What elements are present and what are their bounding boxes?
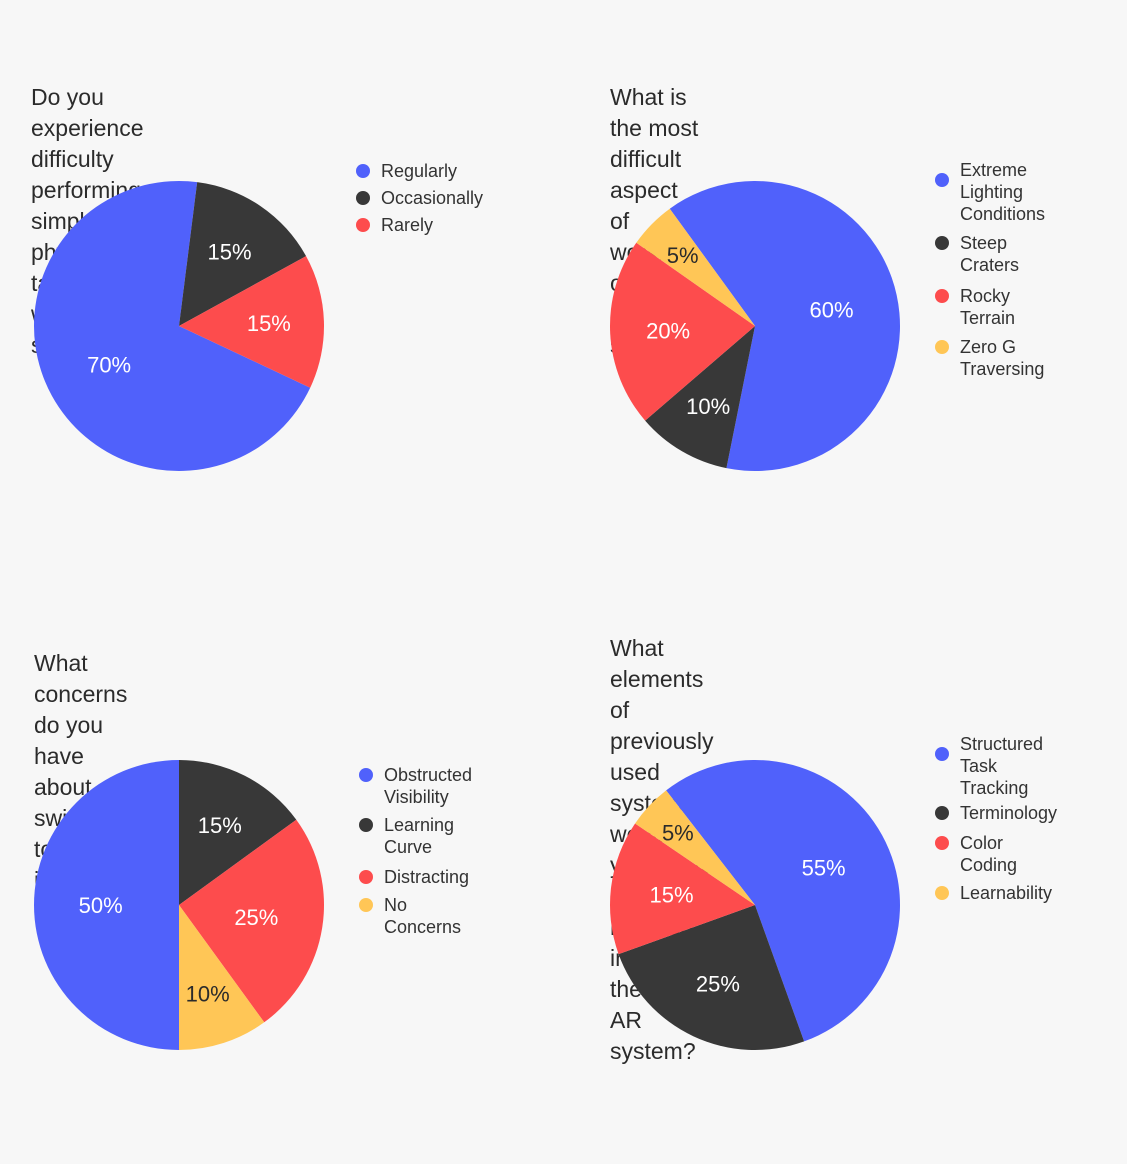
legend-swatch — [356, 191, 370, 205]
legend-label: Learning Curve — [384, 815, 455, 857]
legend-item: Distracting — [359, 866, 472, 888]
legend-swatch — [935, 747, 949, 761]
data-label: 55% — [802, 855, 846, 880]
legend: Regularly Occasionally Rarely — [356, 160, 483, 236]
legend-swatch — [359, 898, 373, 912]
pie-slice-structured-task-tracking — [666, 759, 900, 1042]
legend-swatch — [935, 836, 949, 850]
pie-chart: 70% 15% 15% — [34, 180, 324, 471]
legend-item: Learnability — [935, 882, 1057, 904]
legend-item: Terminology — [935, 802, 1057, 824]
legend-label: Extreme Lighting Conditions — [960, 160, 1046, 224]
data-label: 25% — [234, 905, 278, 930]
legend-swatch — [359, 818, 373, 832]
legend-item: No Concerns — [359, 894, 472, 938]
pie-chart: 55% 25% 15% 5% — [610, 759, 900, 1050]
data-label: 15% — [650, 882, 694, 907]
legend-label: Rarely — [381, 215, 434, 235]
data-label: 10% — [186, 981, 230, 1006]
legend: Extreme Lighting Conditions Steep Craters… — [935, 159, 1045, 380]
pie-slice-occasionally — [179, 182, 307, 326]
data-label: 50% — [79, 893, 123, 918]
data-label: 15% — [198, 813, 242, 838]
legend-swatch — [935, 886, 949, 900]
pie-chart: 60% 10% 20% 5% — [610, 181, 900, 471]
legend-item: Extreme Lighting Conditions — [935, 159, 1045, 225]
data-label: 60% — [809, 297, 853, 322]
data-label: 10% — [686, 394, 730, 419]
pie-slice-extreme-lighting-conditions — [669, 181, 900, 471]
data-label: 15% — [247, 311, 291, 336]
pie-slice-rocky-terrain — [610, 242, 755, 421]
legend-swatch — [359, 870, 373, 884]
legend-item: Steep Craters — [935, 232, 1045, 276]
legend-label: No Concerns — [384, 895, 462, 937]
legend-label: Structured Task Tracking — [960, 734, 1044, 798]
legend-item: Structured Task Tracking — [935, 733, 1057, 799]
pie-slice-regularly — [34, 180, 311, 471]
legend-swatch — [935, 289, 949, 303]
pie-slice-distracting — [179, 819, 324, 1023]
legend-swatch — [359, 768, 373, 782]
legend-item: Rocky Terrain — [935, 285, 1045, 329]
legend-label: Obstructed Visibility — [384, 765, 473, 807]
pie-chart: 50% 15% 25% 10% — [34, 760, 324, 1050]
data-label: 5% — [667, 243, 699, 268]
pie-slice-learnability — [635, 790, 755, 905]
legend-label: Regularly — [381, 161, 458, 181]
data-label: 25% — [696, 972, 740, 997]
legend-label: Occasionally — [381, 188, 484, 208]
legend-item: Regularly — [356, 160, 483, 182]
legend-swatch — [356, 164, 370, 178]
pie-slice-terminology — [618, 905, 805, 1050]
data-label: 15% — [208, 240, 252, 265]
legend-swatch — [356, 218, 370, 232]
legend-item: Occasionally — [356, 187, 483, 209]
pie-slice-steep-craters — [645, 326, 755, 469]
data-label: 20% — [646, 318, 690, 343]
legend-swatch — [935, 340, 949, 354]
legend-swatch — [935, 806, 949, 820]
legend-label: Color Coding — [960, 833, 1018, 875]
legend-label: Zero G Traversing — [960, 337, 1045, 379]
legend-item: Rarely — [356, 214, 483, 236]
legend-item: Learning Curve — [359, 814, 472, 858]
data-label: 5% — [662, 821, 694, 846]
legend-item: Color Coding — [935, 832, 1057, 876]
pie-slice-zero-g-traversing — [636, 208, 755, 326]
data-label: 70% — [87, 352, 131, 377]
pie-slice-learning-curve — [179, 760, 297, 905]
pie-slice-color-coding — [610, 823, 755, 955]
pie-slice-no-concerns — [179, 905, 265, 1050]
legend-item: Zero G Traversing — [935, 336, 1045, 380]
legend-label: Distracting — [384, 867, 470, 887]
legend-item: Obstructed Visibility — [359, 764, 472, 808]
legend: Structured Task Tracking Terminology Color… — [935, 733, 1057, 904]
legend-label: Terminology — [960, 803, 1058, 823]
legend-swatch — [935, 173, 949, 187]
pie-slice-rarely — [179, 256, 324, 388]
legend-swatch — [935, 236, 949, 250]
pie-slice-obstructed-visibility — [34, 760, 179, 1050]
legend: Obstructed Visibility Learning Curve Distr… — [359, 764, 472, 938]
legend-label: Rocky Terrain — [960, 286, 1016, 328]
legend-label: Learnability — [960, 883, 1053, 903]
legend-label: Steep Craters — [960, 233, 1020, 275]
